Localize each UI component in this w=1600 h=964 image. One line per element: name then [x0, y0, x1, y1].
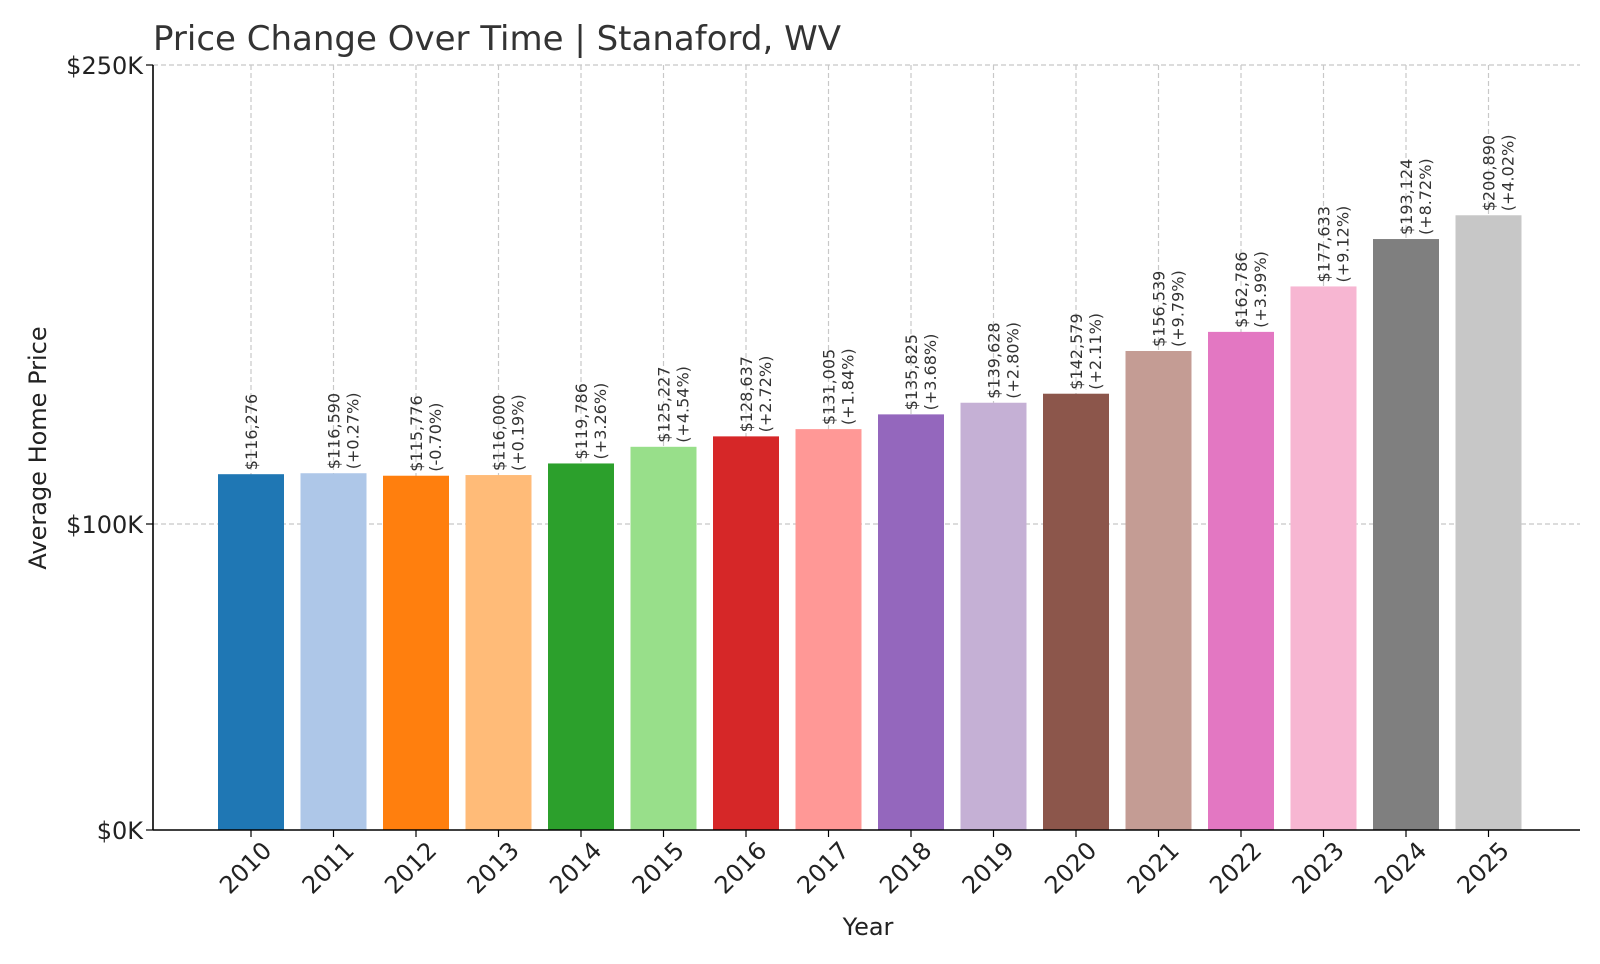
bar-change-label: (+4.02%): [1499, 135, 1518, 212]
x-tick-label: 2020: [1039, 836, 1102, 899]
bar-change-label: (+2.72%): [756, 356, 775, 433]
bar: [548, 463, 614, 830]
bar-value-label: $116,590: [325, 393, 344, 469]
x-tick-label: 2011: [297, 836, 360, 899]
bar-change-label: (+8.72%): [1416, 158, 1435, 235]
x-tick-label: 2012: [379, 836, 442, 899]
x-tick-label: 2013: [462, 836, 525, 899]
x-tick-label: 2010: [214, 836, 277, 899]
x-tick-label: 2023: [1287, 836, 1350, 899]
bar-change-label: (+2.11%): [1086, 313, 1105, 390]
bar-change-label: (+1.84%): [839, 348, 858, 425]
bar: [630, 446, 697, 830]
bar-value-label: $193,124: [1397, 159, 1416, 235]
bar-change-label: (+0.27%): [344, 393, 363, 470]
axes: [152, 65, 1580, 831]
x-tick-label: 2018: [874, 836, 937, 899]
bar-change-label: (+0.19%): [509, 394, 528, 471]
bar-value-label: $128,637: [737, 356, 756, 432]
chart-title: Price Change Over Time | Stanaford, WV: [153, 19, 841, 59]
bar-labels: $116,276 $116,590 (+0.27%) $115,776 (-0.70%)…: [242, 135, 1518, 472]
x-tick-label: 2019: [957, 836, 1020, 899]
bar: [795, 429, 862, 830]
bar: [1208, 331, 1274, 830]
x-tick-label: 2025: [1452, 836, 1515, 899]
bar: [713, 436, 779, 830]
bar-change-label: (+3.26%): [591, 383, 610, 460]
bar: [300, 473, 367, 830]
bar-value-label: $119,786: [572, 383, 591, 459]
bar: [465, 475, 532, 830]
x-tick-label: 2016: [709, 836, 772, 899]
grid: [153, 64, 1580, 830]
bar: [1043, 393, 1109, 830]
bar: [1373, 239, 1439, 831]
bar: [1125, 350, 1192, 830]
bar-value-label: $115,776: [407, 395, 426, 471]
bar-value-label: $135,825: [902, 334, 921, 410]
y-axis-label: Average Home Price: [24, 326, 52, 569]
bar: [218, 474, 284, 830]
bars: [218, 215, 1522, 831]
bar-value-label: $116,000: [490, 395, 509, 471]
y-tick-label: $100K: [66, 511, 144, 539]
bar-change-label: (-0.70%): [426, 403, 445, 472]
bar-value-label: $142,579: [1067, 313, 1086, 389]
bar: [1290, 286, 1357, 831]
bar-value-label: $131,005: [820, 349, 839, 425]
x-tick-label: 2021: [1122, 836, 1185, 899]
bar: [878, 414, 944, 830]
bar-value-label: $125,227: [655, 366, 674, 442]
bar: [383, 475, 449, 830]
x-tick-label: 2014: [544, 836, 607, 899]
bar-value-label: $200,890: [1480, 135, 1499, 211]
x-axis-label: Year: [842, 913, 894, 941]
bar-value-label: $177,633: [1315, 206, 1334, 282]
y-tick-label: $0K: [97, 817, 145, 845]
bar: [1455, 215, 1522, 830]
bar-change-label: (+4.54%): [674, 366, 693, 443]
y-tick-label: $250K: [66, 52, 144, 80]
bar-value-label: $116,276: [242, 394, 261, 470]
bar-change-label: (+9.79%): [1169, 270, 1188, 347]
x-tick-label: 2017: [792, 836, 855, 899]
x-tick-label: 2015: [627, 836, 690, 899]
bar-value-label: $156,539: [1150, 271, 1169, 347]
bar-change-label: (+2.80%): [1004, 322, 1023, 399]
bar-value-label: $139,628: [985, 322, 1004, 398]
x-tick-label: 2022: [1204, 836, 1267, 899]
bar-value-label: $162,786: [1232, 252, 1251, 328]
x-tick-label: 2024: [1369, 836, 1432, 899]
bar-change-label: (+3.99%): [1251, 251, 1270, 328]
bar-change-label: (+3.68%): [921, 334, 940, 411]
bar: [960, 402, 1027, 830]
bar-change-label: (+9.12%): [1334, 206, 1353, 283]
